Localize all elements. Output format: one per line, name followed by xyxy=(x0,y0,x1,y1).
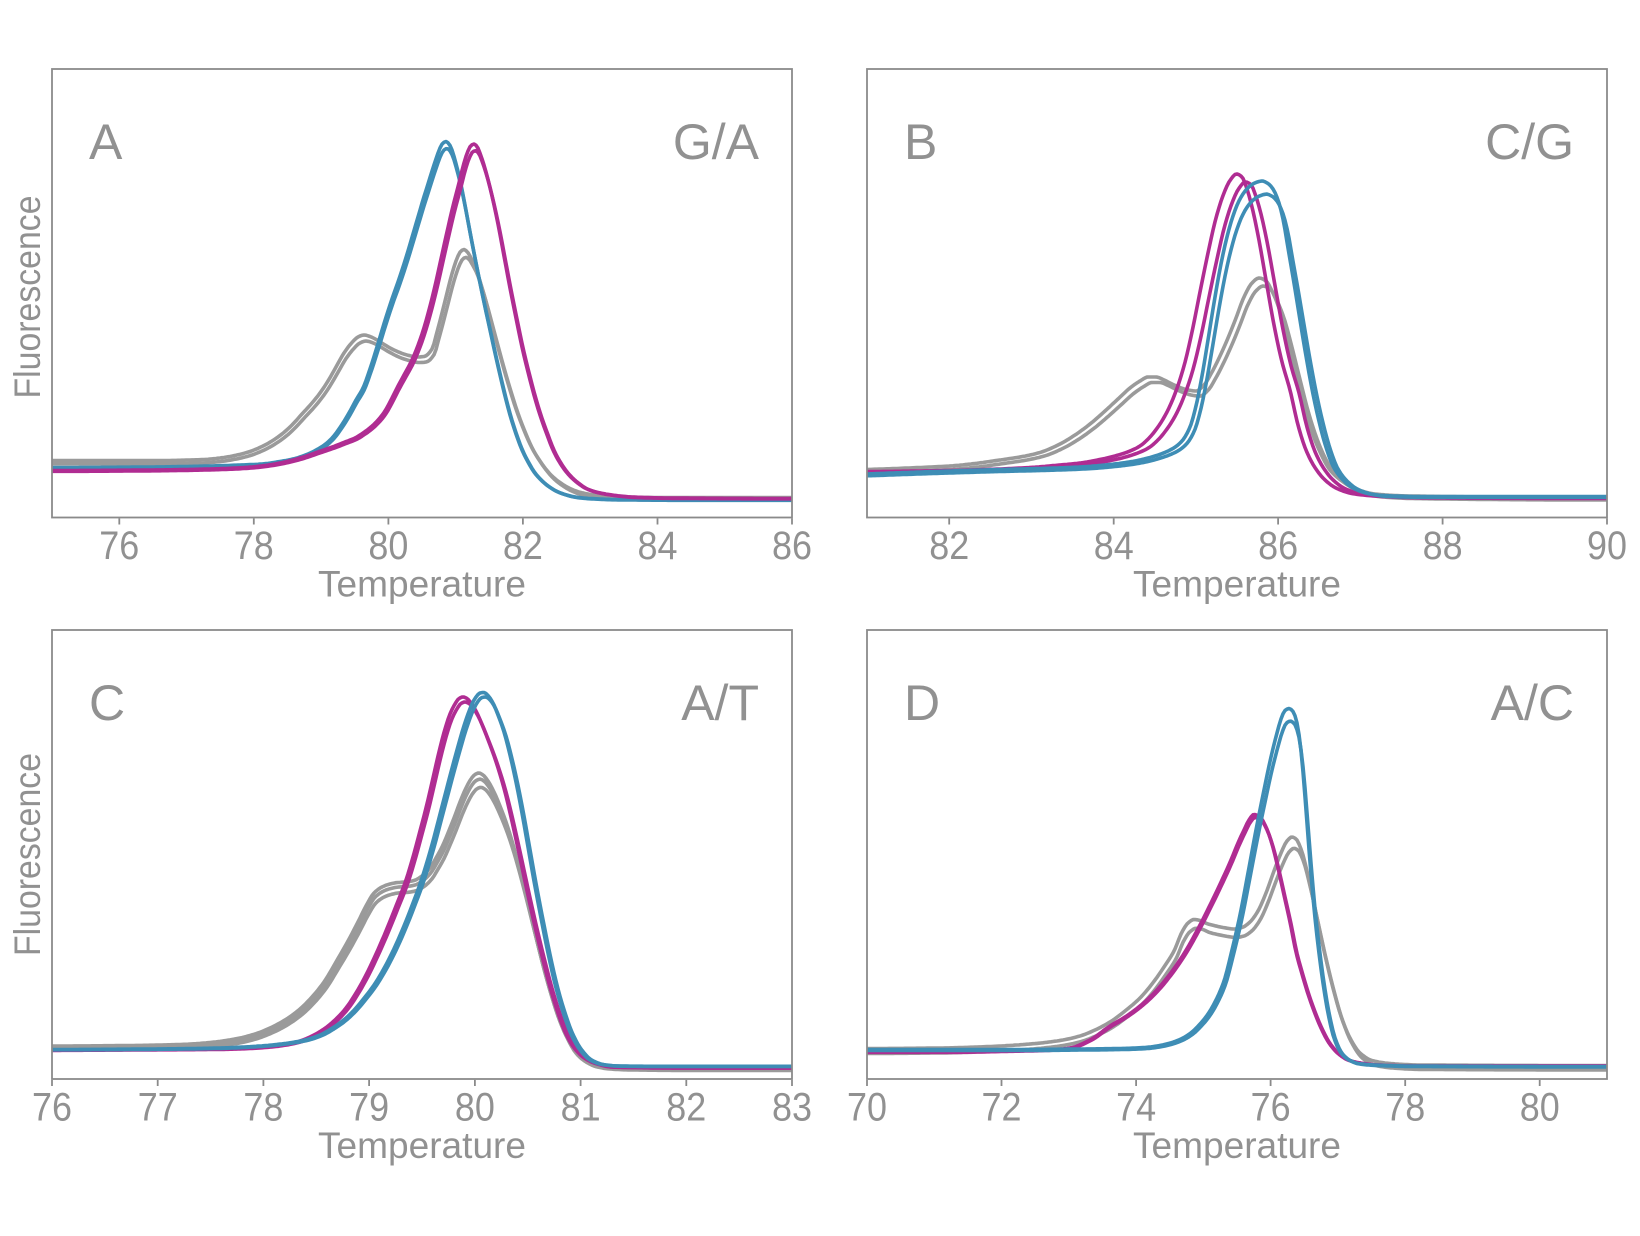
svg-text:80: 80 xyxy=(368,524,408,568)
svg-text:Temperature: Temperature xyxy=(1133,564,1341,605)
svg-text:A: A xyxy=(89,114,123,170)
svg-text:90: 90 xyxy=(1587,524,1627,568)
svg-text:84: 84 xyxy=(638,524,678,568)
svg-text:74: 74 xyxy=(1116,1086,1156,1130)
svg-text:82: 82 xyxy=(503,524,543,568)
svg-text:Fluorescence: Fluorescence xyxy=(7,753,48,956)
svg-text:78: 78 xyxy=(243,1086,283,1130)
svg-text:84: 84 xyxy=(1094,524,1134,568)
svg-text:78: 78 xyxy=(1385,1086,1425,1130)
svg-text:72: 72 xyxy=(982,1086,1022,1130)
svg-text:Temperature: Temperature xyxy=(1133,1125,1341,1166)
svg-text:70: 70 xyxy=(847,1086,887,1130)
svg-text:77: 77 xyxy=(138,1086,178,1130)
svg-text:78: 78 xyxy=(234,524,274,568)
svg-text:A/C: A/C xyxy=(1491,675,1574,731)
svg-text:Temperature: Temperature xyxy=(318,564,526,605)
svg-text:79: 79 xyxy=(349,1086,389,1130)
svg-text:Fluorescence: Fluorescence xyxy=(7,196,48,399)
svg-text:80: 80 xyxy=(455,1086,495,1130)
svg-text:B: B xyxy=(904,114,937,170)
svg-text:D: D xyxy=(904,675,940,731)
svg-text:86: 86 xyxy=(772,524,812,568)
svg-text:86: 86 xyxy=(1258,524,1298,568)
svg-text:76: 76 xyxy=(1251,1086,1291,1130)
svg-text:88: 88 xyxy=(1423,524,1463,568)
svg-text:81: 81 xyxy=(561,1086,601,1130)
svg-text:83: 83 xyxy=(772,1086,812,1130)
svg-text:Temperature: Temperature xyxy=(318,1125,526,1166)
svg-text:G/A: G/A xyxy=(673,114,760,170)
svg-text:80: 80 xyxy=(1520,1086,1560,1130)
svg-text:82: 82 xyxy=(929,524,969,568)
svg-text:76: 76 xyxy=(32,1086,72,1130)
svg-text:A/T: A/T xyxy=(681,675,759,731)
svg-text:76: 76 xyxy=(99,524,139,568)
svg-text:82: 82 xyxy=(666,1086,706,1130)
svg-text:C/G: C/G xyxy=(1485,114,1574,170)
svg-text:C: C xyxy=(89,675,125,731)
